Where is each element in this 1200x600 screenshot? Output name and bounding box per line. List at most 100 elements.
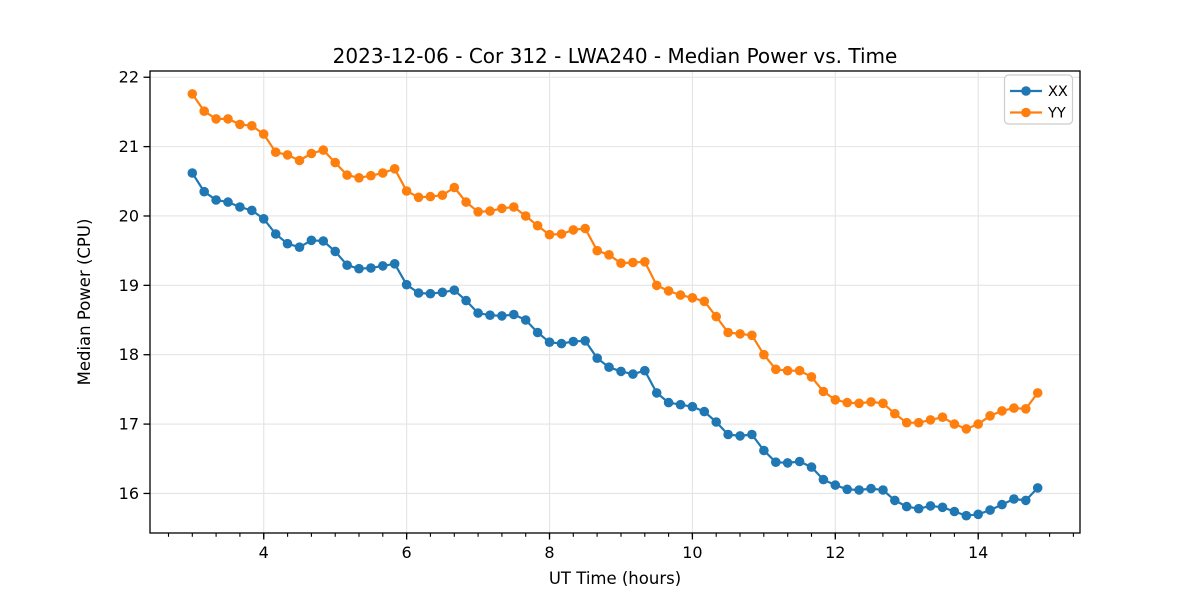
- y-tick-label: 20: [119, 206, 139, 225]
- series-XX-marker: [747, 429, 757, 440]
- series-XX-marker: [842, 484, 852, 495]
- series-XX-marker: [330, 246, 341, 257]
- series-XX-marker: [282, 238, 293, 249]
- grid-lines: [150, 71, 1080, 533]
- series-YY-marker: [509, 202, 519, 212]
- series-XX-marker: [949, 506, 960, 517]
- series-XX-marker: [973, 509, 983, 520]
- series-XX-marker: [1032, 483, 1043, 493]
- series-YY-marker: [306, 148, 317, 159]
- series-XX-marker: [616, 366, 626, 377]
- series-XX-marker: [437, 287, 448, 298]
- series-XX-marker: [258, 214, 269, 224]
- series-XX-marker: [640, 365, 650, 376]
- series-XX-marker: [306, 235, 317, 246]
- series-YY-marker: [723, 327, 733, 338]
- series-YY-marker: [354, 173, 364, 183]
- series-YY-marker: [1021, 404, 1031, 414]
- series-YY-marker: [937, 412, 948, 423]
- series-XX-marker: [568, 336, 579, 347]
- series-YY-marker: [687, 293, 698, 303]
- series-YY-marker: [628, 257, 638, 268]
- legend-item-label: XX: [1048, 84, 1068, 100]
- series-YY-marker: [973, 419, 983, 429]
- series-XX-marker: [878, 485, 888, 495]
- series-XX-marker: [413, 288, 424, 298]
- series-XX-marker: [651, 388, 662, 398]
- series-XX-marker: [247, 205, 257, 216]
- series-XX-marker: [723, 429, 733, 440]
- series-YY-marker: [556, 229, 567, 239]
- series-YY-marker: [663, 286, 674, 296]
- series-YY-marker: [461, 197, 471, 207]
- series-YY-marker: [616, 258, 626, 269]
- series-YY-marker: [366, 170, 376, 181]
- x-tick-label: 4: [259, 543, 269, 562]
- series-XX-marker: [366, 263, 376, 273]
- series-YY-marker: [223, 114, 233, 124]
- series-YY-marker: [592, 245, 602, 256]
- series-YY-marker: [473, 207, 483, 217]
- series-XX-marker: [473, 308, 483, 318]
- legend-sample-marker: [1021, 107, 1031, 118]
- series-XX-marker: [425, 288, 436, 299]
- series-YY-marker: [782, 365, 793, 376]
- series-YY-marker: [544, 229, 555, 240]
- series-XX-marker: [1021, 495, 1031, 506]
- series-XX-marker: [782, 458, 793, 468]
- axes-spines: [149, 70, 1081, 534]
- series-YY-marker: [997, 406, 1007, 416]
- series-XX-marker: [235, 202, 245, 212]
- series-XX-marker: [699, 406, 710, 417]
- x-tick-label: 6: [402, 543, 412, 562]
- series-XX-marker: [354, 263, 364, 274]
- series-XX-marker: [628, 369, 638, 379]
- series-YY-marker: [675, 290, 686, 300]
- series-YY-marker: [949, 419, 960, 429]
- series-XX-marker: [497, 311, 507, 321]
- series-YY-marker: [449, 182, 460, 193]
- series-YY-marker: [878, 398, 888, 409]
- series-YY-marker: [258, 129, 269, 139]
- x-tick-label: 8: [544, 543, 554, 562]
- series-XX-marker: [830, 480, 841, 490]
- legend-item-label: YY: [1047, 106, 1066, 122]
- series-YY-marker: [842, 397, 852, 408]
- series-XX-marker: [997, 499, 1007, 510]
- series-YY-marker: [485, 206, 495, 216]
- y-tick-label: 22: [119, 68, 139, 87]
- series-XX-marker: [985, 505, 995, 515]
- series-YY-marker: [604, 250, 614, 260]
- series-XX-marker: [890, 495, 900, 506]
- series-YY-marker: [378, 168, 388, 178]
- x-tick-label: 12: [825, 543, 845, 562]
- series-XX-marker: [687, 401, 698, 412]
- series-XX-marker: [342, 260, 352, 271]
- series-XX-marker: [818, 474, 829, 485]
- series-YY-marker: [711, 311, 721, 322]
- series-YY-marker: [247, 121, 257, 131]
- series-YY-marker: [1032, 388, 1043, 398]
- series-XX-marker: [794, 456, 805, 467]
- series-XX-marker: [675, 399, 686, 410]
- series-XX-line: [191, 171, 1039, 517]
- series-XX-marker: [901, 501, 912, 512]
- x-tick-label: 10: [682, 543, 702, 562]
- series-XX-marker: [544, 337, 555, 348]
- series-YY-marker: [806, 372, 817, 382]
- series-XX-marker: [806, 462, 817, 472]
- legend: XX YY: [1003, 74, 1074, 125]
- series-XX-marker: [663, 397, 674, 408]
- series-YY-marker: [520, 211, 531, 221]
- series-YY-marker: [497, 203, 507, 214]
- series-XX-marker: [223, 197, 233, 207]
- series-YY-marker: [1009, 403, 1019, 413]
- x-tick-label: 14: [968, 543, 988, 562]
- series-XX-marker: [199, 186, 209, 197]
- series-YY-marker: [270, 147, 281, 157]
- axis-tick-labels: 4 6 8 10 12 14 16 17 18 19 20 21 22: [119, 68, 989, 562]
- series-YY-marker: [913, 417, 924, 428]
- series-XX-marker: [580, 336, 590, 346]
